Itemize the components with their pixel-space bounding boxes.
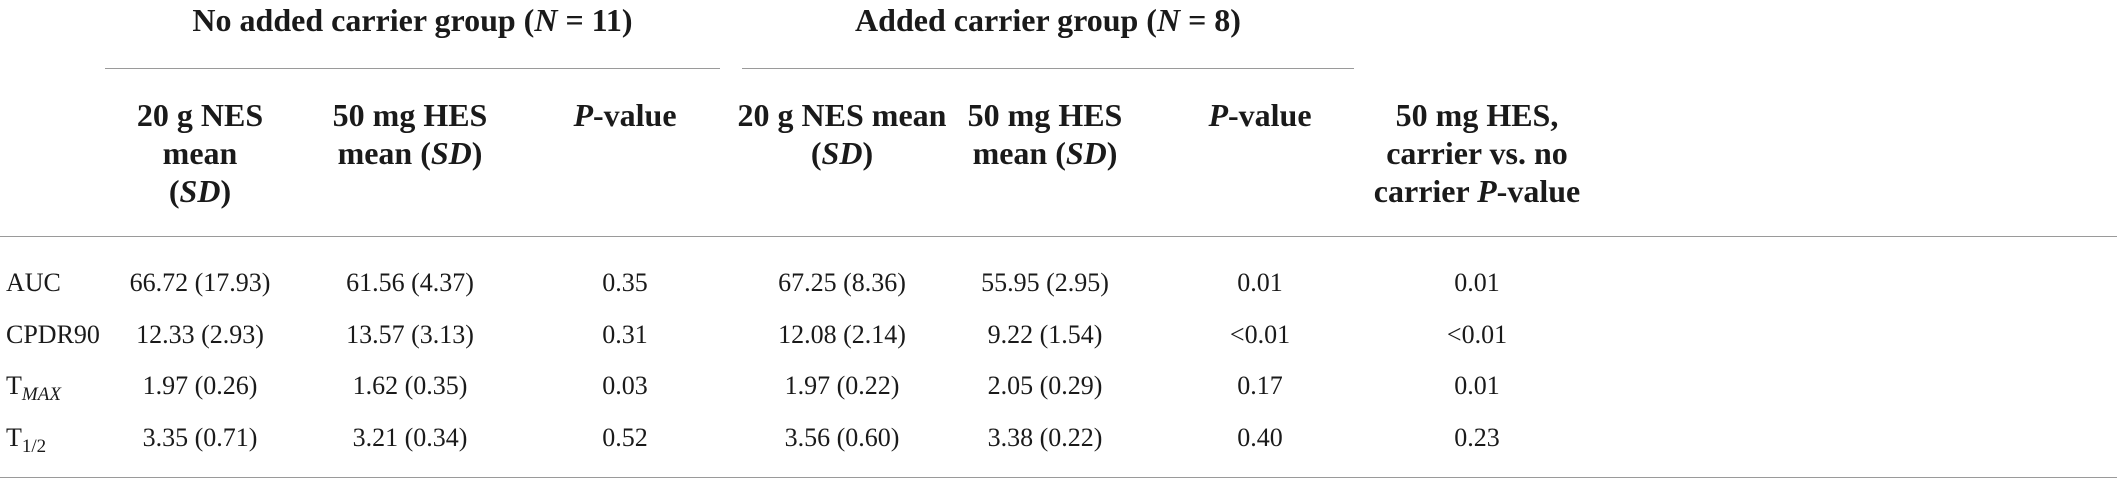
- group-title-text: Added carrier group (: [855, 2, 1157, 38]
- n-value: = 8): [1180, 2, 1241, 38]
- table-row: TMAX 1.97 (0.26) 1.62 (0.35) 0.03 1.97 (…: [0, 366, 2117, 406]
- header-carrier-vs-no-carrier: 50 mg HES, carrier vs. no carrier P-valu…: [1362, 96, 1592, 210]
- header-line: carrier P-value: [1373, 173, 1581, 209]
- row-label: AUC: [6, 268, 61, 297]
- header-line: 20 g NES mean: [136, 97, 264, 171]
- bottom-rule: [0, 477, 2117, 478]
- table-cell: 3.35 (0.71): [142, 423, 258, 452]
- row-label: TMAX: [6, 371, 61, 405]
- table-cell: 0.01: [1454, 371, 1500, 400]
- table-cell: 67.25 (8.36): [778, 268, 906, 297]
- label-subscript: 1/2: [21, 436, 47, 457]
- row-label: T1/2: [6, 423, 47, 457]
- row-label: CPDR90: [6, 320, 100, 349]
- n-symbol: N: [534, 2, 558, 38]
- table-cell: 55.95 (2.95): [981, 268, 1109, 297]
- header-line: mean (SD): [972, 135, 1118, 171]
- label-subscript: MAX: [21, 384, 61, 405]
- header-rule: [0, 236, 2117, 237]
- table-cell: 1.97 (0.26): [142, 371, 258, 400]
- table-cell: 3.38 (0.22): [987, 423, 1103, 452]
- table-cell: 0.03: [602, 371, 648, 400]
- table-cell: 2.05 (0.29): [987, 371, 1103, 400]
- header-line: (SD): [168, 173, 232, 209]
- header-line: 50 mg HES: [967, 97, 1123, 133]
- table-cell: 0.01: [1237, 268, 1283, 297]
- table-cell: 0.23: [1454, 423, 1500, 452]
- header-line: (SD): [810, 135, 874, 171]
- table-cell: 0.31: [602, 320, 648, 349]
- header-line: 50 mg HES,: [1395, 97, 1559, 133]
- table-row: CPDR90 12.33 (2.93) 13.57 (3.13) 0.31 12…: [0, 315, 2117, 355]
- header-pvalue-no-carrier: P-value: [525, 96, 725, 134]
- group-title-no-carrier: No added carrier group (N = 11): [105, 2, 720, 39]
- header-hes-mean-no-carrier: 50 mg HES mean (SD): [310, 96, 510, 172]
- header-line: 50 mg HES: [332, 97, 488, 133]
- header-pvalue-added-carrier: P-value: [1160, 96, 1360, 134]
- group-rule-no-carrier: [105, 68, 720, 69]
- table-cell: 0.52: [602, 423, 648, 452]
- n-value: = 11): [557, 2, 633, 38]
- table-cell: 61.56 (4.37): [346, 268, 474, 297]
- table-cell: 12.08 (2.14): [778, 320, 906, 349]
- header-nes-mean-no-carrier: 20 g NES mean (SD): [100, 96, 300, 210]
- header-line: 20 g NES mean: [737, 97, 947, 133]
- table-cell: 66.72 (17.93): [129, 268, 271, 297]
- table-cell: 0.01: [1454, 268, 1500, 297]
- table-cell: 12.33 (2.93): [136, 320, 264, 349]
- header-line: mean (SD): [337, 135, 483, 171]
- header-hes-mean-added-carrier: 50 mg HES mean (SD): [945, 96, 1145, 172]
- table-row: AUC 66.72 (17.93) 61.56 (4.37) 0.35 67.2…: [0, 263, 2117, 303]
- table-cell: 0.40: [1237, 423, 1283, 452]
- group-title-text: No added carrier group (: [192, 2, 535, 38]
- table-row: T1/2 3.35 (0.71) 3.21 (0.34) 0.52 3.56 (…: [0, 418, 2117, 458]
- header-nes-mean-added-carrier: 20 g NES mean (SD): [737, 96, 947, 172]
- header-line: P-value: [1208, 97, 1312, 133]
- table-cell: <0.01: [1446, 320, 1508, 349]
- n-symbol: N: [1156, 2, 1181, 38]
- table-cell: 13.57 (3.13): [346, 320, 474, 349]
- header-line: P-value: [573, 97, 677, 133]
- group-title-added-carrier: Added carrier group (N = 8): [742, 2, 1354, 39]
- group-rule-added-carrier: [742, 68, 1354, 69]
- table-cell: 0.35: [602, 268, 648, 297]
- header-line: carrier vs. no: [1386, 135, 1568, 171]
- table-cell: <0.01: [1229, 320, 1291, 349]
- table-cell: 3.21 (0.34): [352, 423, 468, 452]
- table-cell: 1.62 (0.35): [352, 371, 468, 400]
- table-cell: 9.22 (1.54): [987, 320, 1103, 349]
- table-cell: 1.97 (0.22): [784, 371, 900, 400]
- table-cell: 0.17: [1237, 371, 1283, 400]
- table-cell: 3.56 (0.60): [784, 423, 900, 452]
